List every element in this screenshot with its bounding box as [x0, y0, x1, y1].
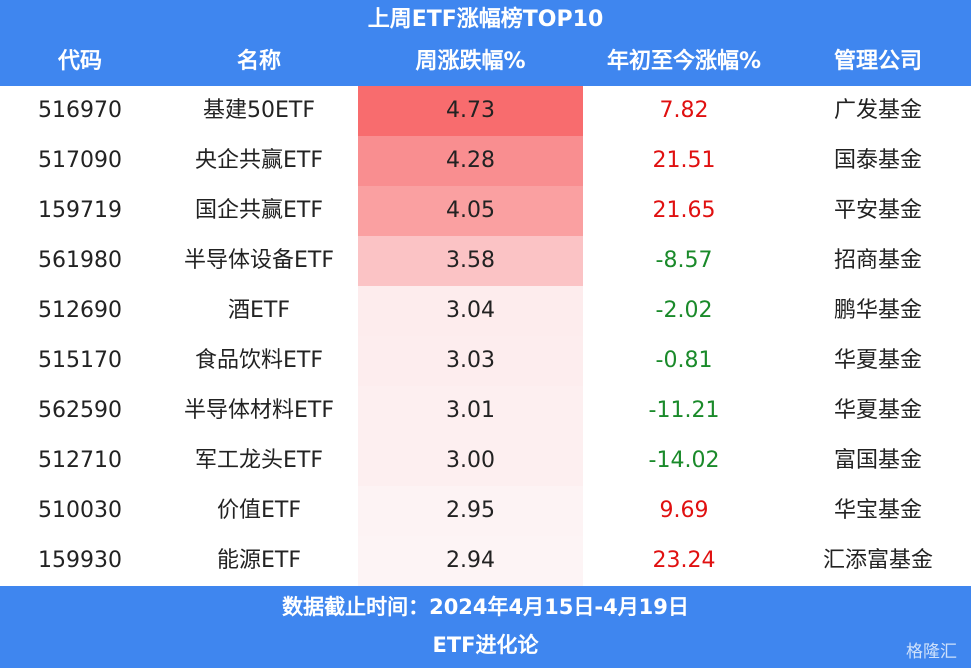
manager: 华宝基金 [833, 498, 922, 523]
column-header: 管理公司 [833, 49, 922, 74]
code: 512710 [38, 448, 122, 473]
name: 国企共赢ETF [195, 198, 323, 223]
name: 价值ETF [217, 498, 301, 523]
name: 半导体设备ETF [184, 248, 334, 273]
code: 512690 [38, 298, 122, 323]
weekly-change: 4.73 [358, 86, 583, 136]
manager: 招商基金 [833, 248, 922, 273]
footer-note: 数据截止时间：2024年4月15日-4月19日 [282, 595, 689, 619]
ytd-change: 7.82 [659, 98, 709, 123]
code: 561980 [38, 248, 122, 273]
ytd-change: -14.02 [648, 448, 720, 473]
header-bar: 上周ETF涨幅榜TOP10 [0, 0, 971, 86]
code: 159930 [38, 548, 122, 573]
weekly-change: 4.05 [358, 186, 583, 236]
ytd-change: -8.57 [655, 248, 713, 273]
manager: 平安基金 [833, 198, 922, 223]
weekly-change: 3.01 [358, 386, 583, 436]
footer-source: ETF进化论 [432, 633, 539, 657]
name: 酒ETF [228, 298, 290, 323]
manager: 国泰基金 [833, 148, 922, 173]
ytd-change: 21.51 [652, 148, 716, 173]
name: 能源ETF [217, 548, 301, 573]
code: 159719 [38, 198, 122, 223]
ytd-change: -11.21 [648, 398, 720, 423]
weekly-change: 3.00 [358, 436, 583, 486]
name: 基建50ETF [203, 98, 315, 123]
ytd-change: -2.02 [655, 298, 713, 323]
weekly-change: 3.04 [358, 286, 583, 336]
watermark: 格隆汇 [906, 642, 957, 662]
footer-bar: 数据截止时间：2024年4月15日-4月19日 ETF进化论 格隆汇 [0, 586, 971, 668]
code: 510030 [38, 498, 122, 523]
code: 515170 [38, 348, 122, 373]
title: 上周ETF涨幅榜TOP10 [367, 7, 604, 32]
ytd-change: 9.69 [659, 498, 709, 523]
ytd-change: 23.24 [652, 548, 716, 573]
manager: 汇添富基金 [822, 548, 933, 573]
manager: 华夏基金 [833, 348, 922, 373]
manager: 华夏基金 [833, 398, 922, 423]
column-header: 年初至今涨幅% [606, 49, 762, 74]
column-header: 周涨跌幅% [415, 49, 526, 74]
manager: 富国基金 [833, 448, 922, 473]
column-header: 名称 [236, 49, 281, 74]
name: 半导体材料ETF [184, 398, 334, 423]
weekly-change: 3.58 [358, 236, 583, 286]
column-header: 代码 [57, 49, 102, 74]
manager: 鹏华基金 [833, 298, 922, 323]
weekly-change: 3.03 [358, 336, 583, 386]
ytd-change: 21.65 [652, 198, 716, 223]
code: 517090 [38, 148, 122, 173]
name: 军工龙头ETF [195, 448, 323, 473]
code: 516970 [38, 98, 122, 123]
ytd-change: -0.81 [655, 348, 713, 373]
name: 食品饮料ETF [195, 348, 323, 373]
weekly-change: 2.94 [358, 536, 583, 586]
manager: 广发基金 [833, 98, 922, 123]
code: 562590 [38, 398, 122, 423]
name: 央企共赢ETF [195, 148, 323, 173]
weekly-change: 2.95 [358, 486, 583, 536]
weekly-change: 4.28 [358, 136, 583, 186]
